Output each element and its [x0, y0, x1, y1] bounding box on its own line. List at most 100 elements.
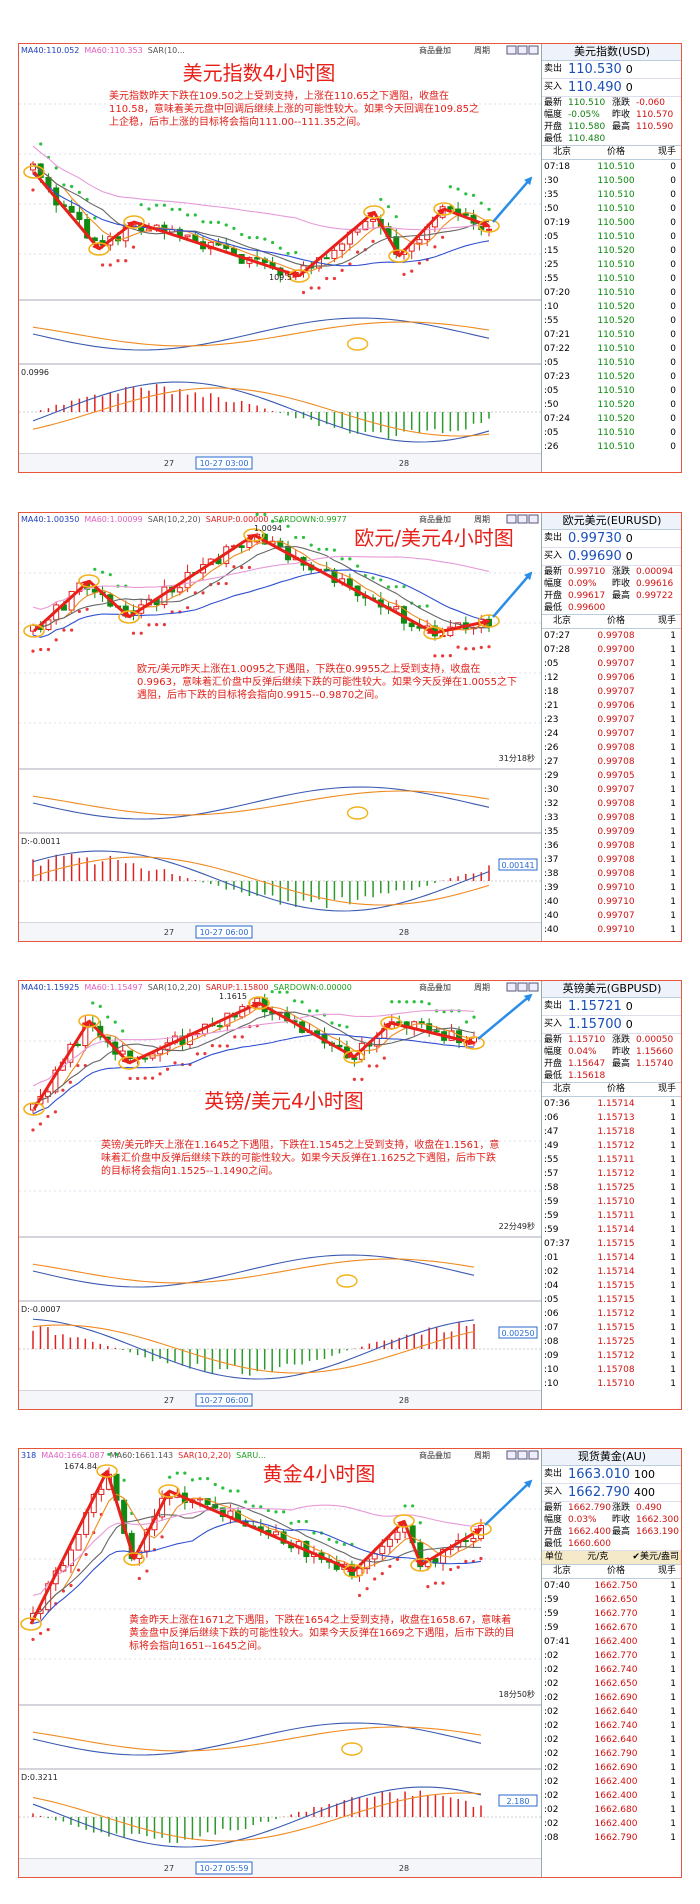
quote-cell: 0.99616: [636, 579, 674, 589]
toolbar-button: 周期: [474, 515, 490, 524]
macd-line: [32, 1792, 482, 1842]
tick-cell: 0.99707: [597, 715, 635, 725]
swing-circle: [78, 574, 100, 588]
tick-cell: 1.15712: [597, 1309, 635, 1319]
sar-dot: [456, 645, 460, 649]
tick-cell: :35: [544, 190, 559, 200]
tick-cell: :59: [544, 1211, 559, 1221]
candle-body: [238, 545, 245, 548]
tick-row: :06 1.15712 1: [542, 1307, 681, 1321]
sar-dot: [442, 1010, 446, 1014]
tick-row: :27 0.99708 1: [542, 755, 681, 769]
sar-dot: [150, 1076, 155, 1080]
tick-cell: :08: [544, 1833, 559, 1843]
tick-cell: 0.99710: [597, 897, 635, 907]
trend-arrow: [29, 1469, 109, 1625]
candle-body: [67, 1549, 74, 1566]
macd-value: 2.180: [507, 1797, 530, 1806]
indicator-label: SAR(10...: [148, 46, 185, 55]
swing-circle: [478, 219, 500, 233]
swing-circle: [96, 1464, 118, 1478]
sar-dot: [294, 250, 298, 255]
tick-cell: :55: [544, 1155, 559, 1165]
tick-cell: :10: [544, 1365, 559, 1375]
sar-dot: [206, 1477, 210, 1481]
sar-dot: [46, 1628, 50, 1632]
x-tick-label: 27: [164, 459, 174, 468]
tick-cell: :05: [544, 1295, 559, 1305]
quote-cell: 1662.400: [568, 1527, 611, 1537]
tick-cell: 1: [670, 1211, 676, 1221]
tick-cell: 07:40: [544, 1581, 570, 1591]
sar-dot: [274, 1510, 278, 1514]
tick-row: :33 0.99708 1: [542, 811, 681, 825]
macd-label: D:0.3211: [21, 1773, 58, 1782]
trend-arrow: [87, 1019, 131, 1065]
sar-dot: [456, 1565, 460, 1569]
quote-stat-row: 最低 110.480: [542, 133, 681, 145]
tick-cell: 1.15725: [597, 1337, 635, 1347]
tick-cell: 110.510: [597, 204, 635, 214]
tick-cell: 1: [670, 771, 676, 781]
tick-row: :05 110.510 0: [542, 384, 681, 398]
tick-cell: 1662.680: [594, 1805, 638, 1815]
quote-cell: 1.15740: [636, 1059, 674, 1069]
tick-cell: :27: [544, 757, 559, 767]
tick-cell: 0.99707: [597, 659, 635, 669]
sar-dot: [412, 1000, 416, 1004]
quote-cell: -0.05%: [568, 110, 600, 120]
tick-cell: 07:19: [544, 218, 570, 228]
sar-dot: [201, 220, 205, 224]
quote-cell: 0.04%: [568, 1047, 597, 1057]
tick-cell: 1: [670, 1595, 676, 1605]
sar-dot: [394, 215, 398, 219]
tick-cell: 1662.740: [594, 1665, 638, 1675]
tick-cell: 110.510: [597, 232, 635, 242]
tick-cell: 110.510: [597, 274, 635, 284]
quote-stat-row: 最新 1.15710 涨跌 0.00050: [542, 1034, 681, 1046]
tick-cell: 1: [670, 1693, 676, 1703]
trend-arrow: [168, 1489, 356, 1573]
quote-stat-row: 开盘 110.580 最高 110.590: [542, 121, 681, 133]
tick-row: 07:24 110.520 0: [542, 412, 681, 426]
ma-line: [32, 555, 490, 610]
sar-dot: [397, 1000, 401, 1004]
quote-cell: 110.480: [568, 134, 606, 144]
tick-row: :10 110.520 0: [542, 300, 681, 314]
sar-dot: [76, 1568, 81, 1572]
toolbar-button: 商品叠加: [419, 982, 451, 992]
tick-cell: 1: [670, 1749, 676, 1759]
quote-stat-row: 幅度 0.04% 昨收 1.15660: [542, 1046, 681, 1058]
sar-dot: [251, 1504, 255, 1508]
quote-cell: 1.15660: [636, 1047, 674, 1057]
ma-line: [32, 173, 490, 267]
tick-cell: :10: [544, 1379, 559, 1389]
tick-row: :05 110.510 0: [542, 426, 681, 440]
tick-cell: :02: [544, 1763, 559, 1773]
sar-dot: [210, 1044, 214, 1048]
indicator-label: SARDOWN:0.9977: [273, 515, 346, 524]
tick-cell: 0: [670, 316, 676, 326]
candle-body: [176, 587, 183, 593]
sar-dot: [175, 1471, 179, 1475]
candle-body: [379, 1545, 386, 1555]
quote-cell: 买入: [544, 1019, 563, 1029]
tick-cell: 1662.690: [594, 1693, 638, 1703]
swing-circle: [23, 165, 45, 179]
indicator-line: [32, 1726, 482, 1752]
sar-dot: [464, 647, 468, 651]
toolbar-icon: [506, 1450, 517, 1460]
tick-cell: 0: [670, 288, 676, 298]
quote-cell: 最新: [544, 1035, 563, 1045]
sar-dot: [464, 192, 468, 196]
header-cell: 价格: [606, 616, 625, 626]
candle-body: [331, 249, 338, 260]
tick-cell: :24: [544, 729, 559, 739]
x-cursor-box: [195, 1861, 253, 1875]
tick-row: :55 110.520 0: [542, 314, 681, 328]
tick-row: 07:21 110.510 0: [542, 328, 681, 342]
swing-circle: [380, 1016, 402, 1030]
tick-cell: :30: [544, 176, 559, 186]
toolbar-button: 周期: [474, 46, 490, 55]
sar-dot: [390, 1000, 394, 1004]
